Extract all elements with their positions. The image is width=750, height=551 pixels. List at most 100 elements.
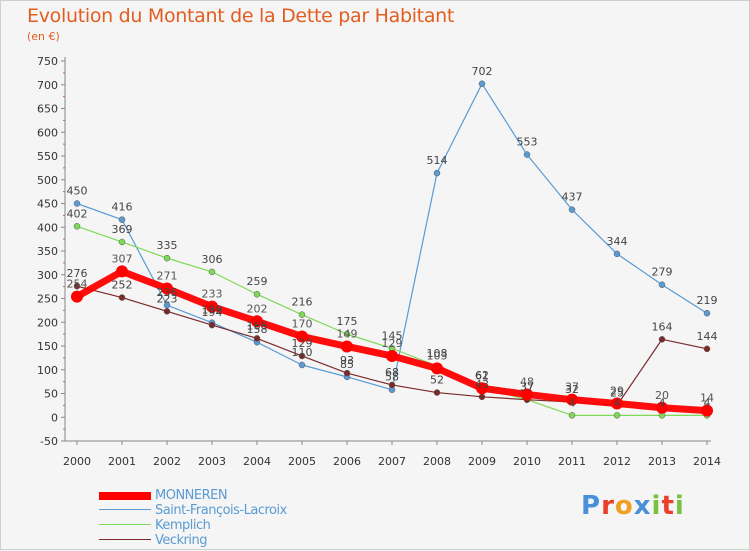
- data-point: [701, 404, 713, 417]
- data-label: 216: [292, 296, 313, 309]
- data-point: [118, 216, 126, 223]
- chart-subtitle: (en €): [27, 30, 60, 43]
- data-point: [568, 412, 576, 419]
- data-point: [343, 330, 351, 338]
- data-point: [521, 388, 533, 401]
- x-tick-label: 2012: [603, 455, 631, 468]
- x-tick-label: 2007: [378, 455, 406, 468]
- legend-label: Saint-François-Lacroix: [155, 503, 287, 518]
- data-label: 68: [385, 366, 399, 379]
- data-label: 25: [610, 386, 624, 399]
- data-point: [206, 300, 218, 313]
- data-label: 32: [565, 383, 579, 396]
- legend-label: Veckring: [155, 533, 208, 548]
- data-label: 158: [247, 323, 268, 336]
- data-label: 62: [475, 369, 489, 382]
- data-point: [161, 282, 173, 295]
- data-point: [208, 321, 216, 329]
- data-label: 129: [292, 337, 313, 350]
- data-label: 58: [385, 371, 399, 384]
- y-tick-label: 100: [37, 364, 58, 377]
- data-point: [478, 393, 486, 401]
- x-tick-label: 2000: [63, 455, 91, 468]
- data-label: 194: [202, 306, 223, 319]
- data-point: [298, 352, 306, 360]
- data-label: 4: [659, 396, 666, 409]
- data-label: 175: [337, 315, 358, 328]
- chart-title: Evolution du Montant de la Dette par Hab…: [27, 5, 455, 27]
- data-point: [73, 223, 81, 230]
- data-point: [298, 311, 306, 318]
- data-label: 164: [652, 320, 673, 333]
- data-label: 279: [652, 266, 673, 279]
- data-label: 85: [340, 358, 354, 371]
- y-tick-label: 0: [51, 411, 58, 424]
- data-label: 276: [67, 267, 88, 280]
- legend-swatch: [99, 539, 151, 540]
- data-point: [433, 389, 441, 396]
- legend-label: Kemplich: [155, 518, 211, 533]
- data-label: 252: [112, 279, 133, 292]
- data-point: [703, 309, 711, 317]
- y-tick-label: 200: [37, 316, 58, 329]
- data-point: [73, 282, 81, 290]
- y-tick-label: 450: [37, 198, 58, 211]
- proxiti-logo: Proxiti: [581, 491, 685, 521]
- y-tick-label: 300: [37, 269, 58, 282]
- data-label: 103: [427, 349, 448, 362]
- data-point: [253, 290, 261, 298]
- data-label: 344: [607, 235, 628, 248]
- y-tick-label: 650: [37, 103, 58, 116]
- data-point: [523, 151, 531, 158]
- data-label: 129: [382, 337, 403, 350]
- data-point: [613, 250, 621, 258]
- data-point: [163, 308, 171, 315]
- data-label: 416: [112, 201, 133, 214]
- y-tick-label: 400: [37, 221, 58, 234]
- data-label: 48: [520, 375, 534, 388]
- data-label: 170: [292, 318, 313, 331]
- data-point: [298, 361, 306, 369]
- data-point: [118, 238, 126, 246]
- data-label: 306: [202, 253, 223, 266]
- data-point: [658, 336, 666, 343]
- data-label: 61: [475, 369, 489, 382]
- x-tick-label: 2010: [513, 455, 541, 468]
- x-tick-label: 2002: [153, 455, 181, 468]
- x-tick-label: 2005: [288, 455, 316, 468]
- data-label: 335: [157, 239, 178, 252]
- data-label: 307: [112, 252, 133, 265]
- data-label: 369: [112, 223, 133, 236]
- data-point: [251, 315, 263, 328]
- data-label: 233: [202, 288, 223, 301]
- data-label: 14: [700, 392, 714, 405]
- x-tick-label: 2006: [333, 455, 361, 468]
- data-point: [118, 294, 126, 301]
- data-label: 37: [520, 381, 534, 394]
- y-tick-label: -50: [40, 435, 58, 448]
- data-label: 199: [202, 304, 223, 317]
- y-tick-label: 550: [37, 150, 58, 163]
- data-point: [433, 169, 441, 177]
- data-label: 149: [337, 327, 358, 340]
- x-tick-label: 2008: [423, 455, 451, 468]
- data-point: [658, 281, 666, 288]
- data-point: [703, 345, 711, 353]
- data-label: 52: [430, 374, 444, 387]
- data-point: [611, 397, 623, 410]
- x-tick-label: 2003: [198, 455, 226, 468]
- data-point: [73, 200, 81, 207]
- data-label: 219: [697, 294, 718, 307]
- data-label: 223: [157, 292, 178, 305]
- logo-letter: i: [674, 491, 685, 521]
- x-tick-label: 2014: [693, 455, 721, 468]
- y-tick-label: 250: [37, 293, 58, 306]
- legend-swatch: [99, 524, 151, 525]
- data-label: 4: [704, 396, 711, 409]
- logo-letter: i: [651, 491, 662, 521]
- data-point: [568, 206, 576, 213]
- data-label: 20: [655, 389, 669, 402]
- data-label: 254: [67, 278, 88, 291]
